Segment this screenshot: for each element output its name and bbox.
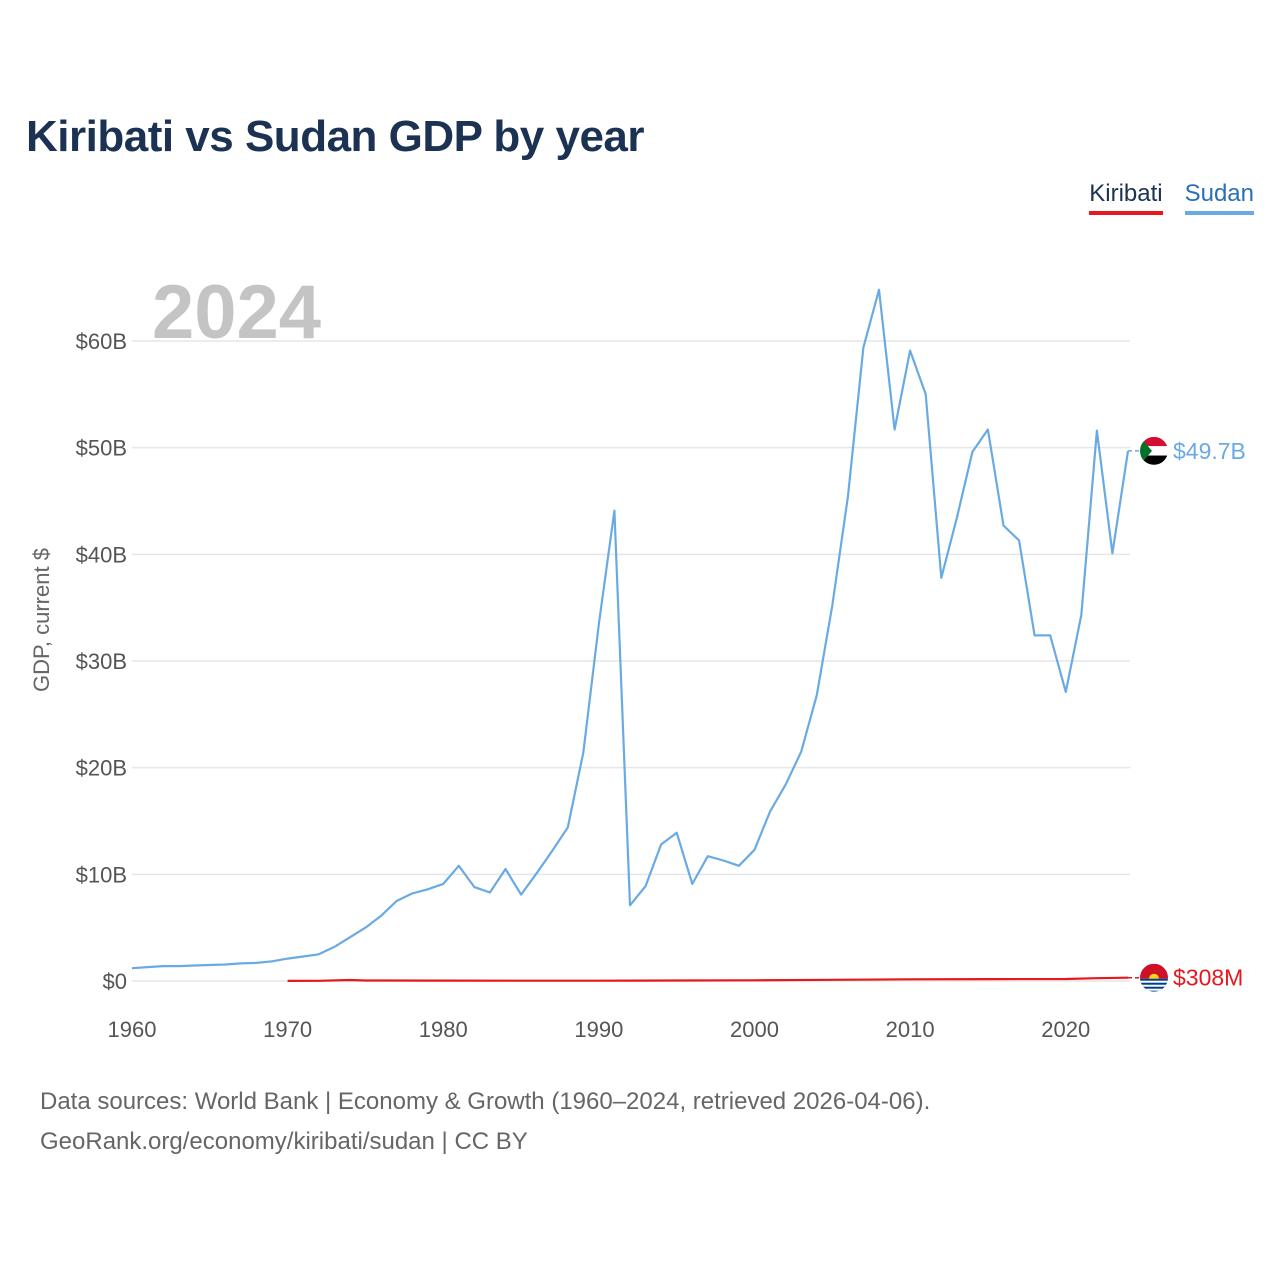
x-tick-label: 1980 xyxy=(419,1017,468,1042)
series-line-kiribati xyxy=(287,976,1129,983)
y-tick-label: $20B xyxy=(76,756,127,781)
footer-attribution[interactable]: GeoRank.org/economy/kiribati/sudan | CC … xyxy=(40,1128,528,1155)
kiribati-flag-icon xyxy=(1140,963,1168,992)
y-tick-label: $0 xyxy=(103,969,127,994)
x-tick-label: 2020 xyxy=(1041,1017,1090,1042)
y-tick-label: $10B xyxy=(76,862,127,887)
y-axis-title: GDP, current $ xyxy=(29,548,54,692)
kiribati-end-marker: $308M xyxy=(1128,963,1243,992)
x-tick-label: 2010 xyxy=(886,1017,935,1042)
x-tick-label: 1960 xyxy=(108,1017,157,1042)
x-tick-label: 1970 xyxy=(263,1017,312,1042)
gdp-line-chart: 2024 $0 $10B $20B $30B $40B $50B $60B 1960 1970… xyxy=(29,270,1246,1042)
series-line-sudan xyxy=(131,288,1130,970)
kiribati-end-label: $308M xyxy=(1173,965,1243,991)
legend: Kiribati Sudan xyxy=(1089,180,1254,215)
series xyxy=(131,288,1130,983)
y-tick-label: $40B xyxy=(76,542,127,567)
footer-sources: Data sources: World Bank | Economy & Gro… xyxy=(40,1088,931,1115)
x-tick-label: 2000 xyxy=(730,1017,779,1042)
footer: Data sources: World Bank | Economy & Gro… xyxy=(40,1082,930,1162)
legend-item-kiribati[interactable]: Kiribati xyxy=(1089,180,1163,215)
legend-item-sudan[interactable]: Sudan xyxy=(1184,180,1254,215)
y-tick-label: $60B xyxy=(76,329,127,354)
sudan-end-label: $49.7B xyxy=(1173,438,1246,464)
gridlines xyxy=(132,340,1130,982)
y-tick-label: $50B xyxy=(76,436,127,461)
page-title: Kiribati vs Sudan GDP by year xyxy=(26,112,645,161)
sudan-end-marker: $49.7B xyxy=(1128,436,1246,465)
sudan-flag-icon xyxy=(1140,436,1168,465)
year-label: 2024 xyxy=(152,270,321,355)
x-tick-label: 1990 xyxy=(574,1017,623,1042)
y-axis: $0 $10B $20B $30B $40B $50B $60B xyxy=(76,329,127,994)
y-tick-label: $30B xyxy=(76,649,127,674)
x-axis: 1960 1970 1980 1990 2000 2010 2020 xyxy=(108,1017,1091,1042)
